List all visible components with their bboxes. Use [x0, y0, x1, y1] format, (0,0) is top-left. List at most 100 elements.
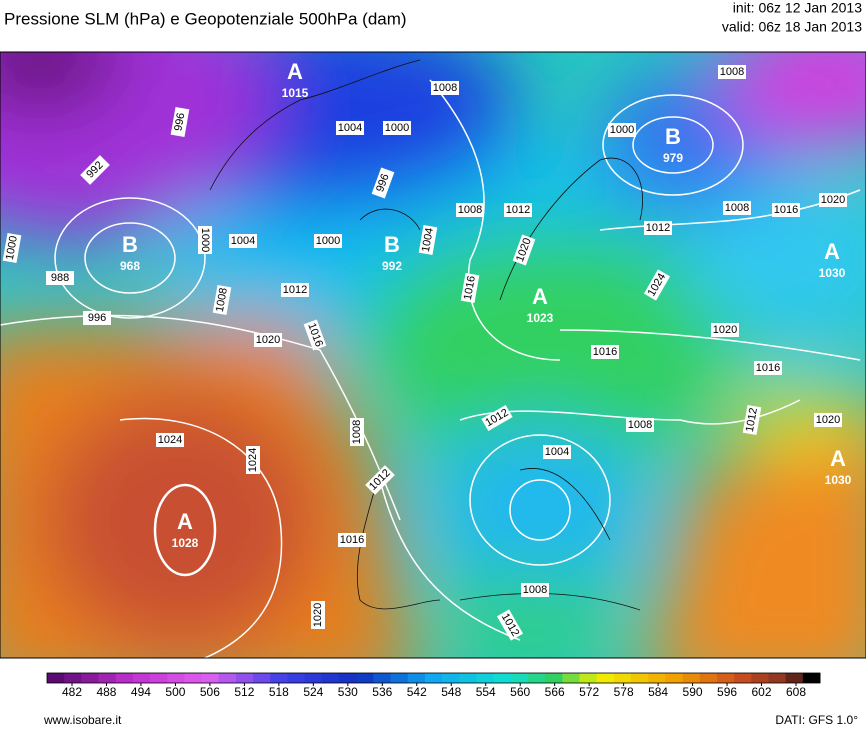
- isobar-label: 1012: [504, 203, 532, 217]
- isobar-label-bg: [311, 601, 325, 629]
- colorbar-cell: [287, 673, 306, 683]
- colorbar-cell: [442, 673, 460, 683]
- isobar-label-bg: [383, 121, 411, 135]
- colorbar-tick-label: 536: [372, 685, 392, 699]
- colorbar-tick-label: 584: [648, 685, 668, 699]
- isobar-label: 1000: [198, 226, 212, 254]
- colorbar-tick-label: 542: [407, 685, 427, 699]
- isobar-label-bg: [591, 345, 619, 359]
- isobar-label-bg: [742, 404, 762, 436]
- title: Pressione SLM (hPa) e Geopotenziale 500h…: [4, 9, 407, 28]
- colorbar-tick-label: 560: [510, 685, 530, 699]
- isobar-label-text: 1012: [283, 284, 307, 296]
- isobar-label: 1020: [512, 234, 536, 266]
- isobar-label-bg: [2, 232, 22, 264]
- isobar-label-bg: [254, 333, 282, 347]
- isobar-label-bg: [543, 445, 571, 459]
- isobar-label-bg: [229, 234, 257, 248]
- init-time: init: 06z 12 Jan 2013: [733, 0, 862, 16]
- isobar-label: 996: [170, 106, 190, 138]
- isobar-label: 1020: [711, 323, 739, 337]
- colorbar-tick-label: 530: [338, 685, 358, 699]
- isobar-label-text: 996: [172, 112, 187, 132]
- center-value: 1023: [527, 311, 554, 325]
- colorbar-cell: [562, 673, 581, 683]
- isobar-label-text: 1008: [523, 584, 547, 596]
- center-letter: A: [532, 284, 548, 309]
- isobar-label-text: 1008: [628, 419, 652, 431]
- center-letter: A: [177, 509, 193, 534]
- isobar-label-bg: [512, 234, 536, 266]
- isobar-label-text: 1020: [816, 414, 840, 426]
- isobar-label-text: 1008: [214, 287, 230, 313]
- colorbar-cell: [579, 673, 598, 683]
- isobar-label: 1012: [281, 283, 309, 297]
- colorbar-cell: [596, 673, 615, 683]
- colorbar-cell: [115, 673, 134, 683]
- colorbar-cell: [81, 673, 100, 683]
- center-value: 1028: [172, 536, 199, 550]
- isobar-label-bg: [246, 446, 260, 474]
- colorbar-cell: [682, 673, 701, 683]
- colorbar-tick-label: 602: [752, 685, 772, 699]
- isobar-label: 1016: [754, 361, 782, 375]
- isobar-label-bg: [281, 283, 309, 297]
- isobar-label-text: 1008: [720, 66, 744, 78]
- isobar-label: 1016: [303, 319, 327, 351]
- center-value: 979: [663, 151, 683, 165]
- isobar-label-text: 1024: [158, 434, 182, 446]
- isobar-label-text: 1016: [756, 362, 780, 374]
- colorbar-cell: [802, 673, 821, 683]
- isobar-label-bg: [711, 323, 739, 337]
- colorbar-cell: [253, 673, 271, 683]
- isobar-label-bg: [626, 418, 654, 432]
- center-value: 1015: [282, 86, 309, 100]
- isobar-label-text: 996: [374, 172, 392, 193]
- colorbar-cell: [699, 673, 718, 683]
- isobar-label: 1008: [431, 81, 459, 95]
- isobar-label-text: 1000: [199, 228, 211, 252]
- isobar-label-text: 1008: [725, 202, 749, 214]
- colorbar-tick-label: 524: [303, 685, 323, 699]
- isobar-label-text: 1000: [610, 124, 634, 136]
- isobar-label-text: 1008: [351, 420, 363, 444]
- colorbar-tick-label: 578: [614, 685, 634, 699]
- colorbar: 482 488 494 500 506 512 518 524 530 536 542 548 554 5…: [46, 672, 821, 699]
- center-letter: A: [287, 59, 303, 84]
- isobar-label: 1008: [718, 65, 746, 79]
- colorbar-cell: [132, 673, 151, 683]
- isobar-label: 1008: [521, 583, 549, 597]
- isobar-label: 1016: [591, 345, 619, 359]
- isobar-label-text: 996: [88, 312, 106, 324]
- colorbar-cell: [631, 673, 649, 683]
- isobar-label-bg: [336, 121, 364, 135]
- isobar-label-text: 988: [51, 272, 69, 284]
- isobar-label-bg: [83, 311, 111, 325]
- isobar-label-text: 1020: [256, 334, 280, 346]
- isobar-label: 1004: [543, 445, 571, 459]
- isobar-label-bg: [170, 106, 190, 138]
- isobar-label: 1000: [314, 234, 342, 248]
- isobar-label-bg: [521, 583, 549, 597]
- colorbar-cell: [339, 673, 357, 683]
- isobar-label-bg: [365, 465, 395, 495]
- center-value: 1030: [819, 266, 846, 280]
- colorbar-cell: [751, 673, 769, 683]
- isobar-label-text: 1000: [385, 122, 409, 134]
- colorbar-cell: [64, 673, 82, 683]
- colorbar-tick-label: 494: [131, 685, 151, 699]
- isobar-label-text: 1008: [433, 82, 457, 94]
- isobar-label-bg: [418, 224, 438, 256]
- colorbar-cell: [493, 673, 512, 683]
- colorbar-cell: [768, 673, 787, 683]
- isobar-label-text: 1016: [340, 534, 364, 546]
- colorbar-cell: [424, 673, 443, 683]
- colorbar-frame: [46, 672, 821, 684]
- colorbar-cell: [356, 673, 374, 683]
- colorbar-cell: [218, 673, 237, 683]
- colorbar-tick-label: 482: [62, 685, 82, 699]
- isobar-label-bg: [371, 167, 395, 199]
- isobar-label: 1008: [626, 418, 654, 432]
- isobar-label-text: 1020: [821, 194, 845, 206]
